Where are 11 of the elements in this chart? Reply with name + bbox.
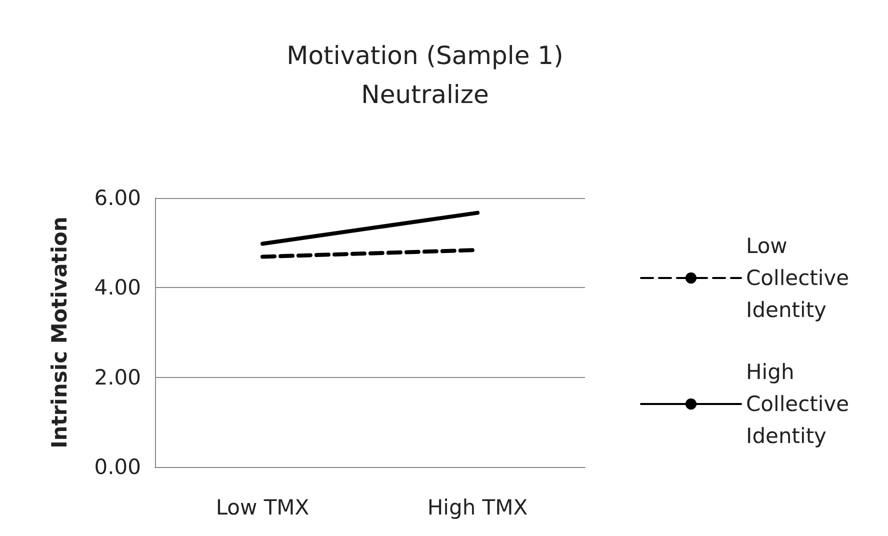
- y-tick-label: 6.00: [94, 186, 141, 210]
- chart-subtitle: Neutralize: [361, 80, 489, 109]
- legend-label: Low Collective Identity: [746, 234, 856, 322]
- x-tick-label: Low TMX: [216, 496, 310, 520]
- y-tick-label: 4.00: [94, 276, 141, 300]
- x-tick-label: High TMX: [427, 496, 528, 520]
- y-tick-label: 2.00: [94, 365, 141, 390]
- legend-label: High Collective Identity: [746, 360, 856, 448]
- chart-title: Motivation (Sample 1): [286, 41, 564, 70]
- y-axis-title: Intrinsic Motivation: [48, 216, 72, 448]
- y-tick-label: 0.00: [94, 455, 141, 479]
